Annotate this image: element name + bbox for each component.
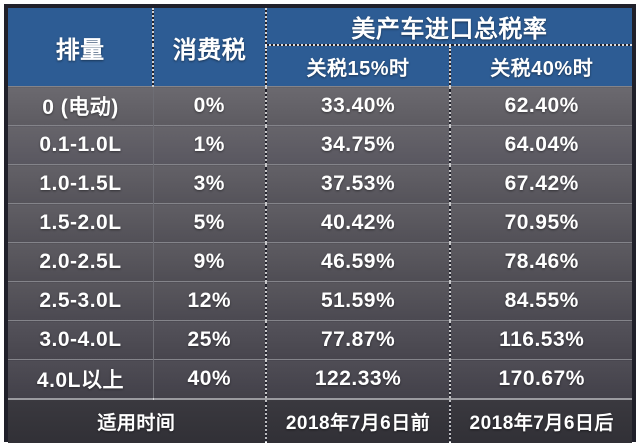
footer-row: 适用时间 2018年7月6日前 2018年7月6日后 xyxy=(8,398,632,443)
displacement-cell: 1.5-2.0L xyxy=(8,203,154,243)
header-displacement: 排量 xyxy=(8,8,154,87)
header-tariff-40: 关税40%时 xyxy=(449,45,632,87)
header-total-rate-group: 美产车进口总税率 xyxy=(264,8,632,46)
rate-40-cell: 116.53% xyxy=(449,320,632,360)
displacement-cell: 1.0-1.5L xyxy=(8,164,154,204)
table-row: 2.5-3.0L 12% 51.59% 84.55% xyxy=(8,281,632,321)
consumption-tax-cell: 9% xyxy=(152,242,266,282)
rate-15-cell: 122.33% xyxy=(264,359,451,399)
rate-15-cell: 46.59% xyxy=(264,242,451,282)
consumption-tax-cell: 12% xyxy=(152,281,266,321)
header-tariff-15: 关税15%时 xyxy=(264,45,451,87)
consumption-tax-cell: 5% xyxy=(152,203,266,243)
footer-date-before: 2018年7月6日前 xyxy=(264,398,451,443)
rate-40-cell: 67.42% xyxy=(449,164,632,204)
table-row: 0.1-1.0L 1% 34.75% 64.04% xyxy=(8,125,632,165)
rate-40-cell: 64.04% xyxy=(449,125,632,165)
displacement-cell: 2.5-3.0L xyxy=(8,281,154,321)
consumption-tax-cell: 25% xyxy=(152,320,266,360)
rate-40-cell: 170.67% xyxy=(449,359,632,399)
consumption-tax-cell: 40% xyxy=(152,359,266,399)
rate-15-cell: 51.59% xyxy=(264,281,451,321)
displacement-cell: 3.0-4.0L xyxy=(8,320,154,360)
rate-15-cell: 40.42% xyxy=(264,203,451,243)
header-consumption-tax: 消费税 xyxy=(152,8,266,87)
footer-date-after: 2018年7月6日后 xyxy=(449,398,632,443)
displacement-cell: 4.0L以上 xyxy=(8,359,154,399)
table-row: 0 (电动) 0% 33.40% 62.40% xyxy=(8,86,632,126)
rate-40-cell: 84.55% xyxy=(449,281,632,321)
consumption-tax-cell: 0% xyxy=(152,86,266,126)
rate-15-cell: 33.40% xyxy=(264,86,451,126)
displacement-cell: 2.0-2.5L xyxy=(8,242,154,282)
tax-table: 排量 消费税 美产车进口总税率 关税15%时 关税40%时 0 (电动) 0% … xyxy=(8,8,632,443)
table-row: 2.0-2.5L 9% 46.59% 78.46% xyxy=(8,242,632,282)
rate-15-cell: 34.75% xyxy=(264,125,451,165)
table-body: 0 (电动) 0% 33.40% 62.40% 0.1-1.0L 1% 34.7… xyxy=(8,86,632,399)
table-row: 3.0-4.0L 25% 77.87% 116.53% xyxy=(8,320,632,360)
table-footer: 适用时间 2018年7月6日前 2018年7月6日后 xyxy=(8,398,632,443)
rate-40-cell: 78.46% xyxy=(449,242,632,282)
rate-15-cell: 37.53% xyxy=(264,164,451,204)
rate-40-cell: 70.95% xyxy=(449,203,632,243)
consumption-tax-cell: 3% xyxy=(152,164,266,204)
displacement-cell: 0.1-1.0L xyxy=(8,125,154,165)
footer-label: 适用时间 xyxy=(8,398,266,443)
displacement-cell: 0 (电动) xyxy=(8,86,154,126)
table-frame: 排量 消费税 美产车进口总税率 关税15%时 关税40%时 0 (电动) 0% … xyxy=(4,4,636,443)
table-row: 4.0L以上 40% 122.33% 170.67% xyxy=(8,359,632,399)
table-row: 1.0-1.5L 3% 37.53% 67.42% xyxy=(8,164,632,204)
consumption-tax-cell: 1% xyxy=(152,125,266,165)
table-row: 1.5-2.0L 5% 40.42% 70.95% xyxy=(8,203,632,243)
table-header: 排量 消费税 美产车进口总税率 关税15%时 关税40%时 xyxy=(8,8,632,87)
rate-40-cell: 62.40% xyxy=(449,86,632,126)
rate-15-cell: 77.87% xyxy=(264,320,451,360)
